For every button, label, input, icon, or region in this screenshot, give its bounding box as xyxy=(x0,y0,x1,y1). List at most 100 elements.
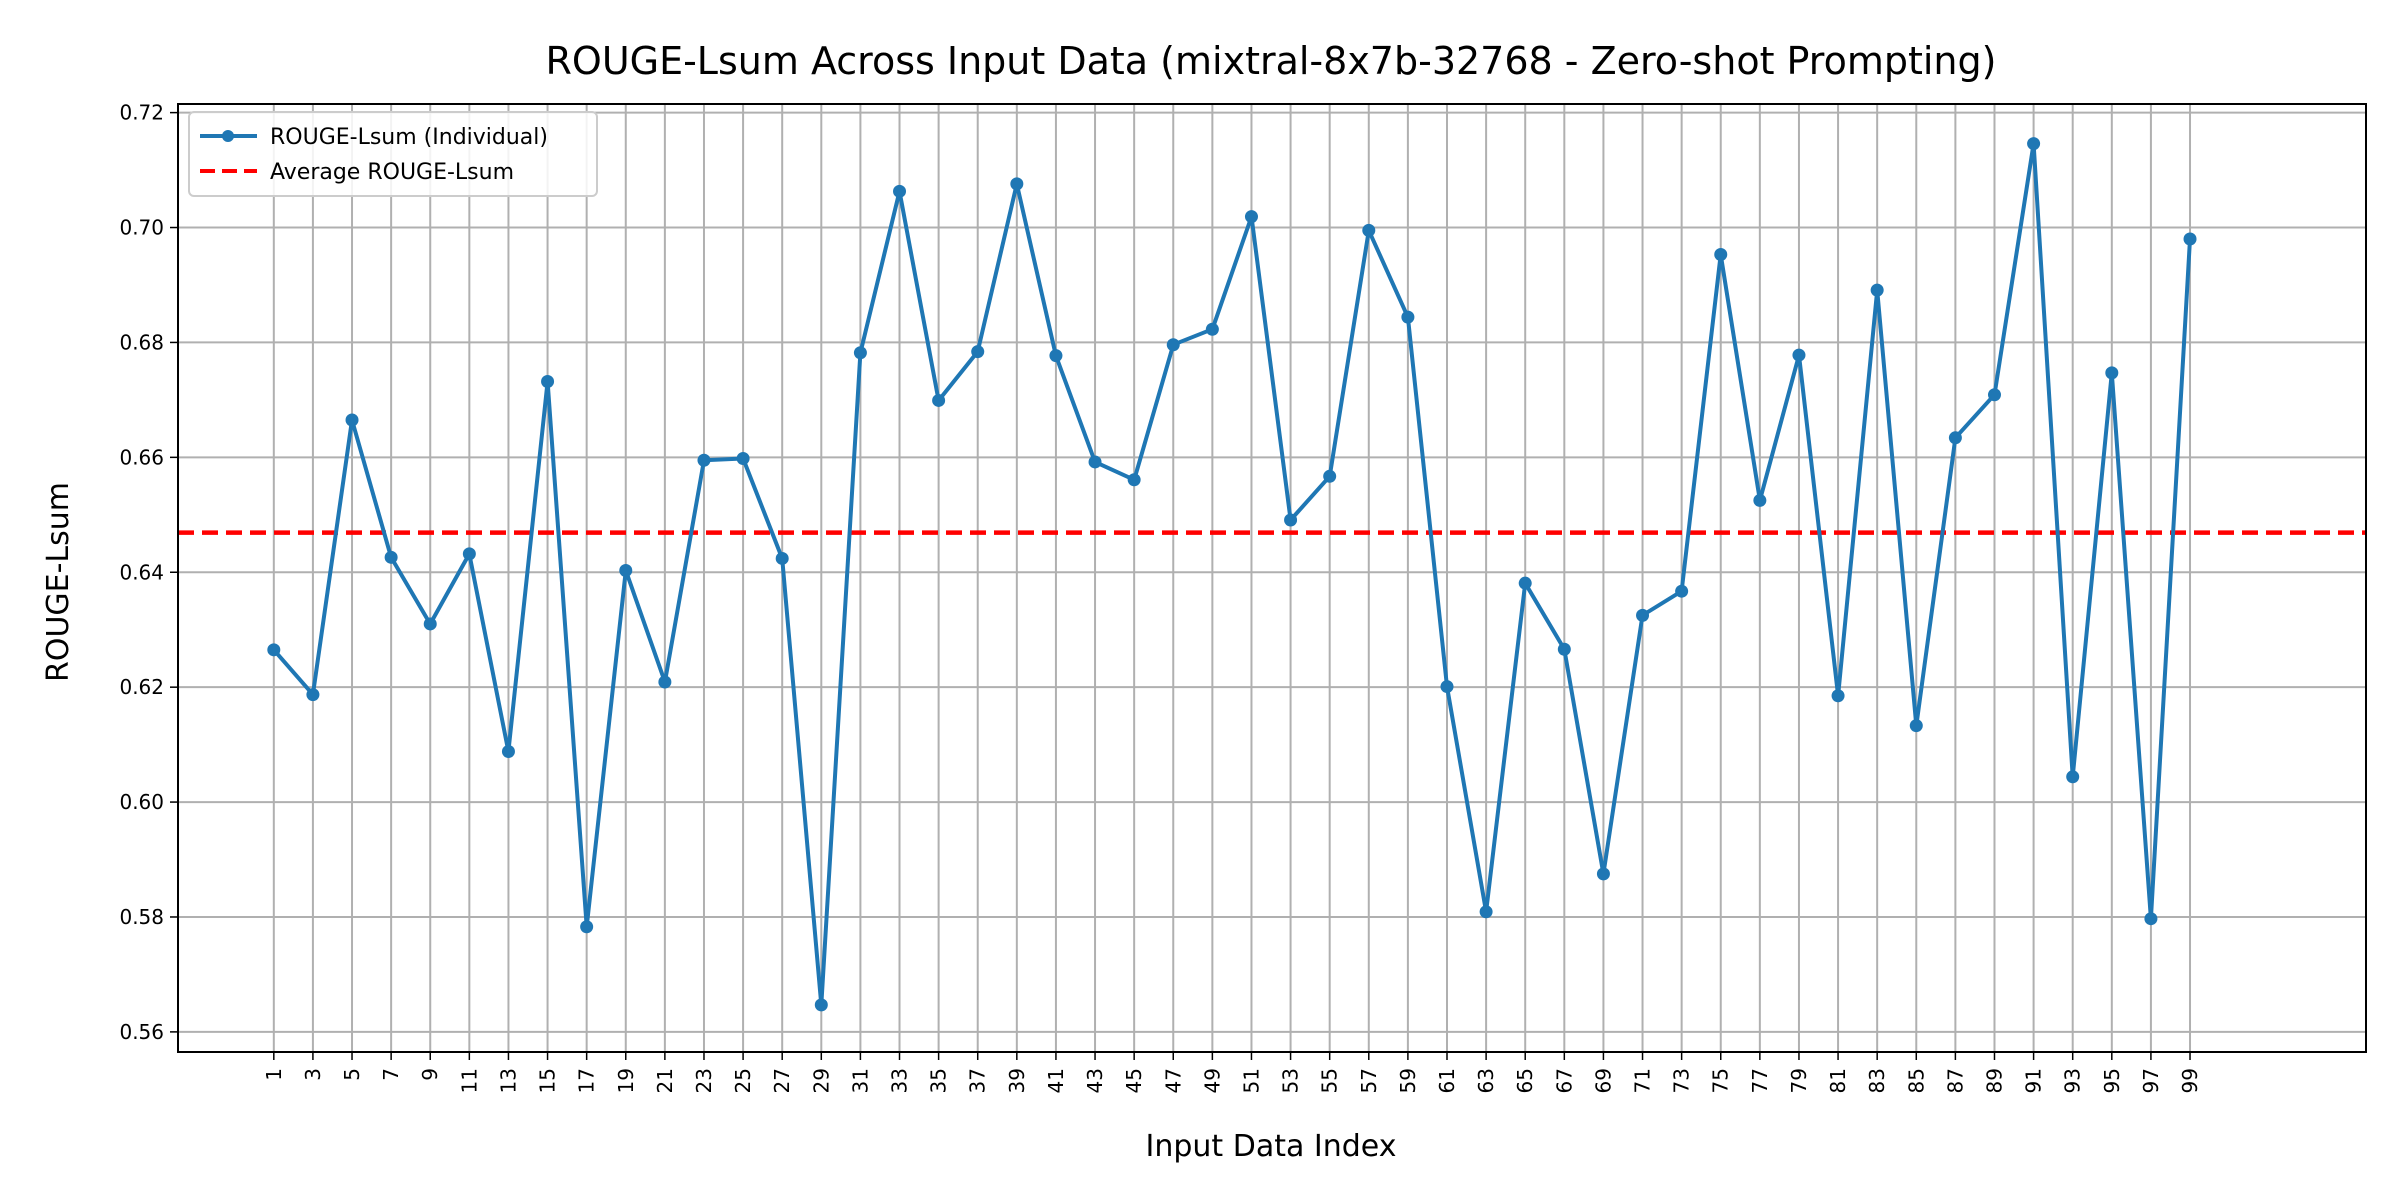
grid-layer xyxy=(178,104,2366,1052)
data-point xyxy=(2144,912,2158,926)
x-tick-label: 51 xyxy=(1239,1068,1263,1093)
x-tick-label: 95 xyxy=(2100,1068,2124,1093)
x-tick-label: 31 xyxy=(848,1068,872,1093)
data-point xyxy=(1518,576,1532,590)
x-tick-label: 83 xyxy=(1865,1068,1889,1093)
x-tick-label: 11 xyxy=(457,1068,481,1093)
legend-label-average: Average ROUGE-Lsum xyxy=(270,160,514,185)
x-tick-label: 57 xyxy=(1357,1068,1381,1093)
x-tick-label: 91 xyxy=(2022,1068,2046,1093)
data-point xyxy=(775,551,789,565)
x-tick-label: 53 xyxy=(1279,1068,1303,1093)
x-tick-label: 45 xyxy=(1122,1068,1146,1093)
data-point xyxy=(1987,388,2001,402)
data-point xyxy=(345,413,359,427)
data-point xyxy=(1636,608,1650,622)
x-tick-label: 61 xyxy=(1435,1068,1459,1093)
plot-frame xyxy=(177,103,2367,1053)
x-tick-label: 67 xyxy=(1552,1068,1576,1093)
x-tick-label: 93 xyxy=(2061,1068,2085,1093)
y-tick-label: 0.60 xyxy=(119,790,164,814)
data-point xyxy=(1675,584,1689,598)
x-tick-label: 5 xyxy=(340,1068,364,1081)
x-tick-label: 15 xyxy=(536,1068,560,1093)
x-tick-label: 39 xyxy=(1005,1068,1029,1093)
data-point xyxy=(853,346,867,360)
legend-label-individual: ROUGE-Lsum (Individual) xyxy=(270,125,548,150)
data-point xyxy=(814,998,828,1012)
x-tick-label: 55 xyxy=(1318,1068,1342,1093)
data-point xyxy=(1714,248,1728,262)
y-tick-label: 0.58 xyxy=(119,905,164,929)
x-tick-label: 33 xyxy=(888,1068,912,1093)
x-tick-label: 21 xyxy=(653,1068,677,1093)
x-tick-label: 9 xyxy=(418,1068,442,1081)
data-point xyxy=(267,643,281,657)
data-point xyxy=(1792,348,1806,362)
legend-frame xyxy=(188,111,598,197)
x-tick-label: 17 xyxy=(575,1068,599,1093)
x-tick-label: 65 xyxy=(1513,1068,1537,1093)
x-tick-label: 59 xyxy=(1396,1068,1420,1093)
y-tick-label: 0.56 xyxy=(119,1020,164,1044)
data-point xyxy=(1401,310,1415,324)
x-ticks: 1 3 5 7 9 11 13 15 17 19 21 23 25 27 29 31 33 35 37 39 41 43 4… xyxy=(262,1052,2202,1093)
data-point xyxy=(658,675,672,689)
x-tick-label: 43 xyxy=(1083,1068,1107,1093)
data-point xyxy=(619,564,633,578)
data-point xyxy=(501,745,515,759)
x-tick-label: 85 xyxy=(1904,1068,1928,1093)
x-tick-label: 25 xyxy=(731,1068,755,1093)
legend: ROUGE-Lsum (Individual) Average ROUGE-Ls… xyxy=(188,111,598,197)
data-point xyxy=(1127,473,1141,487)
x-tick-label: 97 xyxy=(2139,1068,2163,1093)
data-point xyxy=(1284,513,1298,527)
x-tick-label: 81 xyxy=(1826,1068,1850,1093)
data-point xyxy=(580,920,594,934)
data-point xyxy=(1244,210,1258,224)
y-axis-label: ROUGE-Lsum xyxy=(41,482,76,682)
data-point xyxy=(1088,455,1102,469)
x-tick-label: 75 xyxy=(1709,1068,1733,1093)
data-point xyxy=(2105,366,2119,380)
data-point xyxy=(932,393,946,407)
data-point xyxy=(1479,905,1493,919)
data-point xyxy=(462,547,476,561)
data-point xyxy=(1205,322,1219,336)
data-point xyxy=(893,184,907,198)
data-point xyxy=(541,375,555,389)
y-tick-label: 0.64 xyxy=(119,560,164,584)
data-point xyxy=(1010,177,1024,191)
x-axis-label: Input Data Index xyxy=(1146,1129,1397,1164)
data-point xyxy=(1948,431,1962,445)
chart-title: ROUGE-Lsum Across Input Data (mixtral-8x… xyxy=(546,39,1997,83)
y-ticks: 0.56 0.58 0.60 0.62 0.64 0.66 0.68 0.70 0.72 xyxy=(119,101,178,1044)
x-tick-label: 1 xyxy=(262,1068,286,1081)
x-tick-label: 37 xyxy=(966,1068,990,1093)
data-point xyxy=(1323,469,1337,483)
x-tick-label: 27 xyxy=(770,1068,794,1093)
data-point xyxy=(697,453,711,467)
x-tick-label: 3 xyxy=(301,1068,325,1081)
x-tick-label: 63 xyxy=(1474,1068,1498,1093)
series-layer xyxy=(267,137,2197,1012)
data-point xyxy=(2183,232,2197,246)
legend-marker-individual xyxy=(222,130,234,142)
data-point xyxy=(1440,680,1454,694)
data-point xyxy=(1870,283,1884,297)
x-tick-label: 89 xyxy=(1982,1068,2006,1093)
data-point xyxy=(1049,349,1063,363)
x-tick-label: 77 xyxy=(1748,1068,1772,1093)
data-point xyxy=(423,617,437,631)
y-tick-label: 0.72 xyxy=(119,101,164,125)
y-tick-label: 0.70 xyxy=(119,216,164,240)
x-tick-label: 79 xyxy=(1787,1068,1811,1093)
x-tick-label: 87 xyxy=(1943,1068,1967,1093)
x-tick-label: 49 xyxy=(1200,1068,1224,1093)
data-point xyxy=(1557,642,1571,656)
data-point xyxy=(971,345,985,359)
data-point xyxy=(1909,719,1923,733)
y-tick-label: 0.62 xyxy=(119,675,164,699)
x-tick-label: 69 xyxy=(1591,1068,1615,1093)
data-point xyxy=(1362,223,1376,237)
